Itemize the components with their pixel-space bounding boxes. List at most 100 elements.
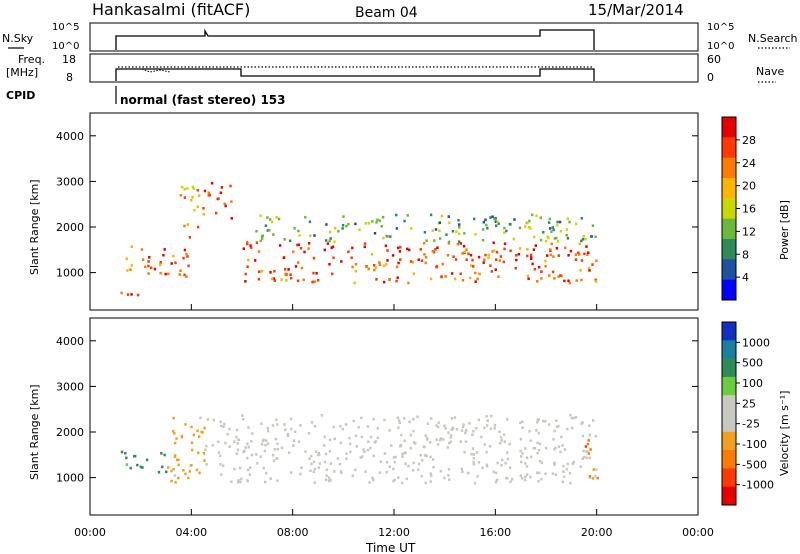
power-cell xyxy=(528,219,531,223)
velocity-cell xyxy=(588,456,592,460)
velocity-cell xyxy=(205,444,208,448)
power-cell xyxy=(485,223,488,227)
power-cell xyxy=(147,272,150,275)
power-cell xyxy=(367,267,370,271)
velocity-cell xyxy=(255,453,258,456)
velocity-cell xyxy=(272,454,275,457)
power-cell xyxy=(190,198,193,202)
velocity-cell xyxy=(501,458,504,462)
velocity-cell xyxy=(344,423,348,426)
power-cell xyxy=(409,260,413,263)
power-cell xyxy=(130,245,133,248)
velocity-cell xyxy=(397,426,400,429)
colorbar-tick-label: 24 xyxy=(742,157,756,170)
power-cell xyxy=(273,279,276,282)
velocity-cell xyxy=(246,456,249,460)
power-cell xyxy=(293,227,296,230)
velocity-cell xyxy=(537,480,540,483)
velocity-cell xyxy=(332,425,335,429)
power-cell xyxy=(395,227,399,230)
power-cell xyxy=(167,272,170,276)
velocity-cell xyxy=(500,463,503,467)
power-cell xyxy=(581,238,585,241)
power-cell xyxy=(550,242,553,246)
power-cell xyxy=(532,248,536,251)
power-cell xyxy=(312,256,316,260)
power-cell xyxy=(220,186,224,189)
velocity-cell xyxy=(573,416,576,420)
velocity-cell xyxy=(367,440,370,443)
velocity-cell xyxy=(393,460,396,464)
velocity-cell xyxy=(260,443,264,446)
nave-tick-top: 60 xyxy=(707,53,721,66)
velocity-cell xyxy=(537,448,541,452)
power-cell xyxy=(179,269,182,272)
colorbar-frame xyxy=(721,321,737,506)
power-cell xyxy=(556,220,559,224)
power-cell xyxy=(341,227,344,230)
velocity-cell xyxy=(538,459,542,463)
velocity-cell xyxy=(198,435,201,438)
power-cell xyxy=(277,217,281,221)
velocity-cell xyxy=(424,481,427,485)
power-cell xyxy=(535,214,538,218)
velocity-cell xyxy=(259,455,262,458)
velocity-cell xyxy=(426,438,429,441)
power-cell xyxy=(526,248,529,251)
power-cell xyxy=(489,216,492,219)
velocity-cell xyxy=(485,464,489,468)
power-cell xyxy=(374,266,378,269)
power-cell xyxy=(423,231,427,234)
power-cell xyxy=(580,239,583,243)
velocity-cell xyxy=(532,446,535,450)
velocity-cell xyxy=(435,424,438,427)
velocity-cell xyxy=(173,441,177,445)
power-cell xyxy=(395,213,398,217)
velocity-cell xyxy=(293,430,297,433)
power-cell xyxy=(465,258,468,261)
power-cell xyxy=(333,240,336,244)
velocity-cell xyxy=(536,471,539,474)
power-cell xyxy=(476,277,479,281)
velocity-cell xyxy=(405,477,409,481)
velocity-cell xyxy=(581,434,584,438)
velocity-cell xyxy=(318,462,322,465)
velocity-cell xyxy=(292,439,296,442)
velocity-cell xyxy=(203,426,206,430)
velocity-ylabel: Slant Range [km] xyxy=(28,384,41,480)
velocity-cell xyxy=(191,448,194,452)
power-cell xyxy=(398,250,402,253)
velocity-cell xyxy=(262,466,265,470)
power-cell xyxy=(491,215,494,218)
colorbar-segment xyxy=(722,413,736,433)
power-cell xyxy=(246,242,249,246)
velocity-cell xyxy=(239,480,242,484)
velocity-cell xyxy=(129,466,132,470)
velocity-cell xyxy=(323,435,326,439)
power-cell xyxy=(495,250,499,254)
velocity-cell xyxy=(588,433,591,437)
power-cell xyxy=(495,224,498,228)
velocity-cell xyxy=(196,429,199,433)
power-cell xyxy=(493,217,496,221)
velocity-cell xyxy=(260,422,263,425)
power-cell xyxy=(565,228,569,231)
power-cell xyxy=(230,200,233,203)
velocity-cell xyxy=(401,452,404,456)
velocity-cell xyxy=(416,415,419,419)
velocity-cell xyxy=(328,438,332,442)
velocity-cell xyxy=(585,456,589,460)
power-cell xyxy=(481,238,485,242)
velocity-cell xyxy=(485,415,488,418)
velocity-cell xyxy=(351,474,354,478)
power-cell xyxy=(332,256,335,260)
velocity-cell xyxy=(360,416,363,420)
velocity-cell xyxy=(139,465,142,469)
velocity-cell xyxy=(317,453,320,457)
velocity-cell xyxy=(173,474,177,477)
power-cell xyxy=(308,220,312,224)
power-cell xyxy=(354,222,357,226)
velocity-cell xyxy=(544,420,547,423)
velocity-cell xyxy=(180,435,184,439)
velocity-cell xyxy=(187,476,190,480)
